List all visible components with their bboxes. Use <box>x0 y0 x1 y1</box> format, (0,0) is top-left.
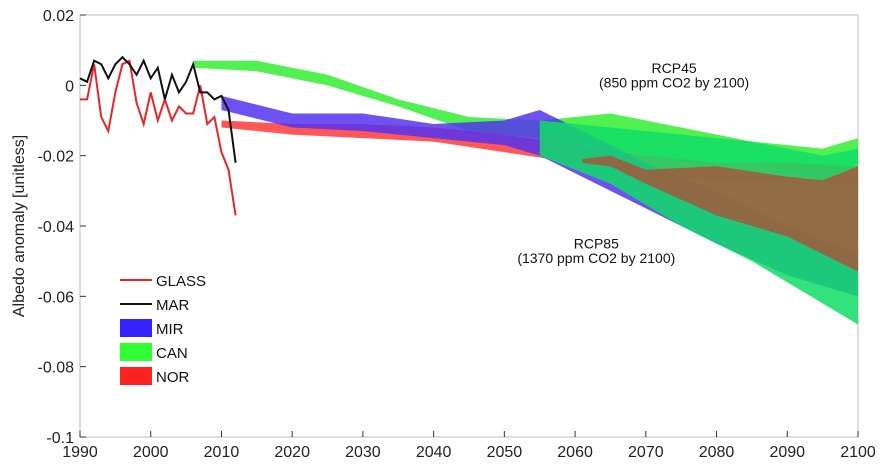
x-tick-label: 2050 <box>487 444 523 461</box>
y-tick-label: 0 <box>65 78 74 95</box>
legend-swatch-mir <box>120 319 152 337</box>
x-tick-label: 2030 <box>345 444 381 461</box>
annotations: RCP45(850 ppm CO2 by 2100) RCP85(1370 ppm… <box>517 60 749 266</box>
y-tick-label: -0.06 <box>38 289 75 306</box>
x-tick-label: 1990 <box>62 444 98 461</box>
annotation-text: (1370 ppm CO2 by 2100) <box>517 250 675 266</box>
x-tick-label: 2010 <box>204 444 240 461</box>
line-glass <box>80 59 237 216</box>
y-tick-label: 0.02 <box>43 8 74 25</box>
y-tick-label: -0.02 <box>38 149 75 166</box>
legend-label-can: CAN <box>156 345 188 362</box>
annotation-text: (850 ppm CO2 by 2100) <box>599 74 749 90</box>
annotation-text: RCP45 <box>652 60 697 76</box>
legend-label-glass: GLASS <box>156 273 206 290</box>
y-axis-ticks: 0.02 0 -0.02 -0.04 -0.06 -0.08 -0.1 <box>38 8 86 447</box>
band-can-rcp85 <box>539 120 858 325</box>
legend-swatch-can <box>120 343 152 361</box>
y-axis-label: Albedo anomaly [unitless] <box>11 135 28 317</box>
legend-label-mar: MAR <box>156 297 190 314</box>
line-mar <box>79 55 237 163</box>
y-tick-label: -0.1 <box>46 430 74 447</box>
uncertainty-bands <box>193 60 859 325</box>
x-tick-label: 2040 <box>416 444 452 461</box>
x-tick-label: 2070 <box>628 444 664 461</box>
x-tick-label: 2100 <box>840 444 876 461</box>
annotation-text: RCP85 <box>574 236 619 252</box>
y-tick-label: -0.08 <box>38 360 75 377</box>
legend-swatch-nor <box>120 367 152 385</box>
x-tick-label: 2080 <box>699 444 735 461</box>
x-tick-label: 2060 <box>557 444 593 461</box>
band-nor-rcp85 <box>582 155 858 272</box>
x-tick-label: 2090 <box>769 444 805 461</box>
legend: GLASS MAR MIR CAN NOR <box>120 273 206 386</box>
legend-label-mir: MIR <box>156 321 184 338</box>
x-axis-ticks: 1990 2000 2010 2020 2030 2040 2050 2060 2070 2080… <box>62 431 876 461</box>
x-tick-label: 2000 <box>133 444 169 461</box>
y-tick-label: -0.04 <box>38 219 75 236</box>
x-tick-label: 2020 <box>274 444 310 461</box>
observation-lines <box>79 55 237 216</box>
legend-label-nor: NOR <box>156 369 190 386</box>
